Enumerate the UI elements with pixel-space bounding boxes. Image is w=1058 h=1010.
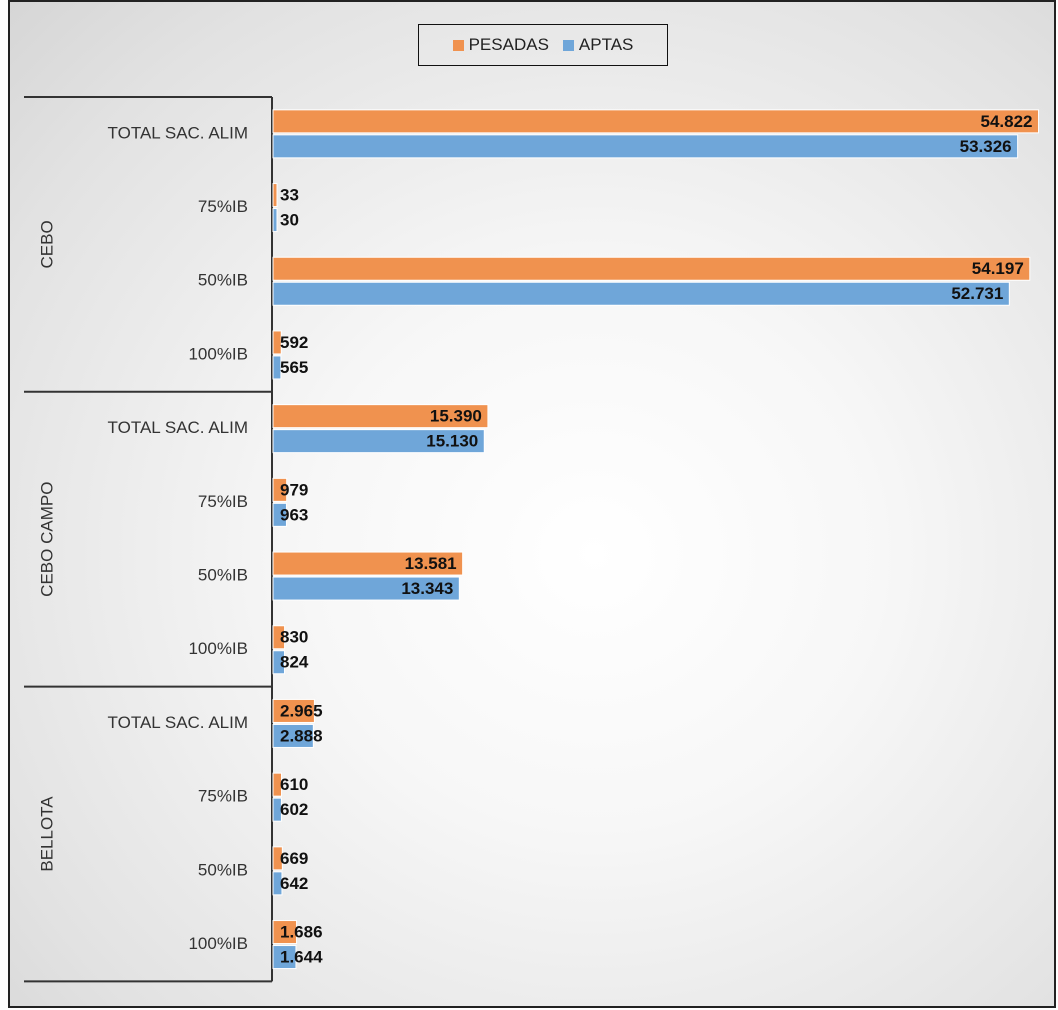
data-label-aptas: 602: [280, 800, 308, 819]
bar-pesadas: [272, 330, 282, 355]
data-label-aptas: 30: [280, 211, 299, 230]
data-label-pesadas: 830: [280, 628, 308, 647]
data-label-aptas: 2.888: [280, 726, 323, 745]
category-label: 100%IB: [188, 934, 248, 953]
category-label: 75%IB: [198, 787, 248, 806]
bar-pesadas: [272, 477, 288, 502]
bar-pesadas: [272, 920, 298, 945]
data-label-aptas: 963: [280, 505, 308, 524]
data-label-aptas: 1.644: [280, 948, 323, 967]
bar-pesadas: [272, 551, 464, 576]
data-label-aptas: 52.731: [951, 284, 1003, 303]
bar-pesadas: [272, 698, 315, 723]
bar-aptas: [272, 723, 314, 748]
data-label-pesadas: 54.197: [972, 259, 1024, 278]
category-label: TOTAL SAC. ALIM: [108, 713, 248, 732]
data-label-pesadas: 2.965: [280, 701, 323, 720]
data-label-pesadas: 610: [280, 775, 308, 794]
data-label-aptas: 642: [280, 874, 308, 893]
legend: PESADAS APTAS: [418, 24, 668, 66]
chart-frame: PESADAS APTAS CEBO CEBO CAMPO BELLOTA TOTAL…: [8, 0, 1056, 1008]
bar-aptas: [272, 355, 282, 380]
group-label: CEBO: [37, 220, 56, 268]
data-label-pesadas: 592: [280, 333, 308, 352]
category-label: 75%IB: [198, 492, 248, 511]
data-label-pesadas: 1.686: [280, 923, 323, 942]
bar-aptas: [272, 502, 287, 527]
bar-pesadas: [272, 625, 286, 650]
bar-aptas: [272, 797, 282, 822]
legend-swatch-aptas: [562, 39, 574, 51]
bar-aptas: [272, 208, 278, 233]
bar-aptas: [272, 281, 1010, 306]
data-label-pesadas: 13.581: [405, 554, 457, 573]
bar-aptas: [272, 576, 460, 601]
bar-pesadas: [272, 772, 283, 797]
bar-pesadas: [272, 404, 489, 429]
category-label: 50%IB: [198, 860, 248, 879]
group-label: CEBO CAMPO: [37, 482, 56, 597]
legend-label-pesadas: PESADAS: [468, 35, 549, 54]
data-label-pesadas: 669: [280, 849, 308, 868]
group-label: BELLOTA: [37, 796, 56, 872]
data-label-aptas: 565: [280, 358, 308, 377]
legend-label-aptas: APTAS: [578, 35, 634, 54]
bar-aptas: [272, 871, 283, 896]
data-label-aptas: 824: [280, 653, 309, 672]
legend-item-pesadas: PESADAS: [452, 35, 549, 55]
data-label-pesadas: 33: [280, 186, 299, 205]
category-label: 50%IB: [198, 271, 248, 290]
data-label-aptas: 15.130: [426, 432, 478, 451]
data-label-pesadas: 15.390: [430, 407, 482, 426]
category-label: 100%IB: [188, 344, 248, 363]
data-label-pesadas: 54.822: [981, 112, 1033, 131]
bar-aptas: [272, 134, 1019, 159]
category-label: 50%IB: [198, 566, 248, 585]
data-label-aptas: 53.326: [960, 137, 1012, 156]
bar-aptas: [272, 945, 297, 970]
bar-pesadas: [272, 109, 1040, 134]
bar-pesadas: [272, 846, 283, 871]
category-label: 100%IB: [188, 639, 248, 658]
bar-aptas: [272, 650, 286, 675]
data-label-pesadas: 979: [280, 480, 308, 499]
bar-pesadas: [272, 256, 1031, 281]
data-label-aptas: 13.343: [401, 579, 453, 598]
legend-item-aptas: APTAS: [562, 35, 634, 55]
category-label: 75%IB: [198, 197, 248, 216]
bar-aptas: [272, 429, 485, 454]
bar-chart-plot: CEBO CEBO CAMPO BELLOTA TOTAL SAC. ALIM 54.8…: [24, 96, 1040, 983]
category-label: TOTAL SAC. ALIM: [108, 123, 248, 142]
legend-swatch-pesadas: [452, 39, 464, 51]
bar-pesadas: [272, 183, 278, 208]
category-label: TOTAL SAC. ALIM: [108, 418, 248, 437]
